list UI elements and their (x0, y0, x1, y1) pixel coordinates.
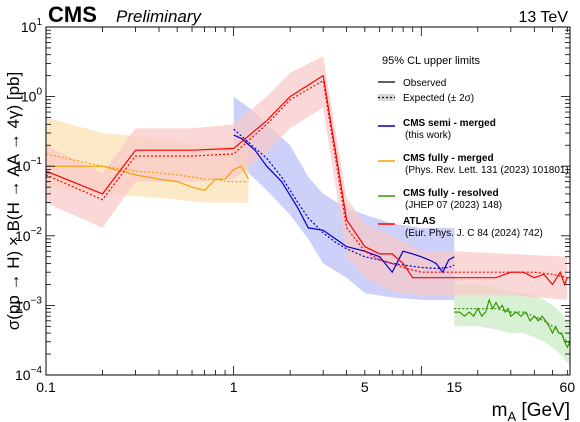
plot-frame (45, 26, 571, 376)
x-tick-label: 15 (447, 379, 463, 395)
legend-atlas-label: ATLAS (403, 216, 436, 227)
legend-cms-fully-resolved-note: (JHEP 07 (2023) 148) (405, 200, 502, 211)
cms-semi-merged-expected-line (233, 128, 455, 270)
legend-atlas-note: (Eur. Phys. J. C 84 (2024) 742) (405, 228, 543, 239)
atlas-observed-line (46, 74, 570, 287)
legend-cms-fully-merged-label: CMS fully - merged (403, 153, 494, 164)
legend-cms-fully-merged-note: (Phys. Rev. Lett. 131 (2023) 101801) (405, 165, 569, 176)
legend-observed-label: Observed (403, 78, 446, 89)
x-axis-title: mA [GeV] (492, 400, 570, 422)
energy-label: 13 TeV (518, 9, 568, 26)
legend-title: 95% CL upper limits (382, 55, 481, 67)
x-tick-label: 5 (361, 379, 369, 395)
legend-cms-fully-resolved-label: CMS fully - resolved (403, 188, 499, 199)
y-axis-title: σ(pp → H) × B(H → AA → 4γ) [pb] (4, 72, 23, 331)
x-tick-label: 60 (560, 379, 576, 395)
x-tick-label: 0.1 (36, 379, 56, 395)
x-tick-label: 1 (230, 379, 238, 395)
legend-cms-semi-merged-label: CMS semi - merged (403, 118, 496, 129)
legend-expected-label: Expected (± 2σ) (403, 93, 474, 104)
y-tick-label: 101 (21, 17, 43, 35)
cms-fully-merged-observed-line (46, 165, 250, 191)
cms-fully-merged-expected-line (46, 153, 249, 183)
legend-cms-semi-merged-note: (this work) (405, 130, 451, 141)
status-label: Preliminary (116, 7, 203, 26)
cms-fully-resolved-observed-line (454, 298, 570, 349)
cms-fully-resolved-band (454, 284, 570, 363)
legend: 95% CL upper limits Observed Expected (± 2… (378, 55, 569, 239)
experiment-label: CMS (48, 2, 97, 27)
y-tick-label: 100 (21, 87, 43, 105)
